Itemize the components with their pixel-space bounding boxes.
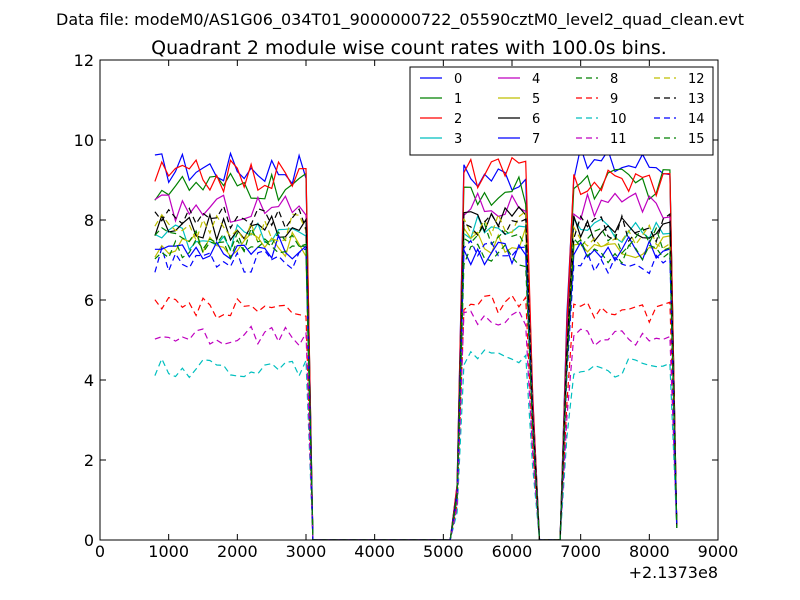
x-tick-label: 9000 xyxy=(698,542,739,561)
x-tick-label: 0 xyxy=(95,542,105,561)
y-tick-label: 2 xyxy=(84,451,94,470)
legend-label: 2 xyxy=(454,112,462,127)
x-offset-label: +2.1373e8 xyxy=(629,563,718,582)
series-line-4 xyxy=(154,191,678,540)
y-tick-label: 10 xyxy=(74,131,94,150)
legend-label: 3 xyxy=(454,132,462,147)
y-tick-label: 12 xyxy=(74,51,94,70)
series-line-5 xyxy=(154,226,678,540)
x-tick-label: 7000 xyxy=(560,542,601,561)
legend-label: 0 xyxy=(454,72,462,87)
y-tick-label: 6 xyxy=(84,291,94,310)
chart-suptitle: Data file: modeM0/AS1G06_034T01_90000007… xyxy=(56,10,744,30)
chart-title: Quadrant 2 module wise count rates with … xyxy=(151,37,667,59)
x-tick-label: 8000 xyxy=(629,542,670,561)
legend-label: 8 xyxy=(610,72,618,87)
legend-label: 9 xyxy=(610,92,618,107)
legend-label: 7 xyxy=(532,132,540,147)
series-line-6 xyxy=(154,205,678,540)
legend-label: 14 xyxy=(688,112,705,127)
series-line-2 xyxy=(154,156,678,540)
series-line-9 xyxy=(154,294,678,540)
x-tick-label: 6000 xyxy=(492,542,533,561)
series-line-12 xyxy=(154,210,678,540)
series-line-11 xyxy=(154,309,678,540)
series-line-10 xyxy=(154,349,678,540)
legend-label: 15 xyxy=(688,132,705,147)
series-layer xyxy=(154,144,678,540)
y-tick-label: 8 xyxy=(84,211,94,230)
series-line-13 xyxy=(154,204,678,540)
x-tick-label: 5000 xyxy=(423,542,464,561)
legend-label: 5 xyxy=(532,92,540,107)
series-line-8 xyxy=(154,222,678,540)
x-tick-label: 1000 xyxy=(148,542,189,561)
legend-label: 13 xyxy=(688,92,705,107)
x-axis: 0 1000 2000 3000 4000 5000 6000 7000 8000 9000 xyxy=(95,60,738,561)
series-line-15 xyxy=(154,238,678,540)
legend-label: 1 xyxy=(454,92,462,107)
y-tick-label: 4 xyxy=(84,371,94,390)
legend-label: 4 xyxy=(532,72,540,87)
x-tick-label: 3000 xyxy=(286,542,327,561)
legend-label: 10 xyxy=(610,112,627,127)
legend-label: 11 xyxy=(610,132,627,147)
x-tick-label: 4000 xyxy=(354,542,395,561)
y-tick-label: 0 xyxy=(84,531,94,550)
x-tick-label: 2000 xyxy=(217,542,258,561)
series-line-14 xyxy=(154,239,678,540)
legend-label: 6 xyxy=(532,112,540,127)
legend-label: 12 xyxy=(688,72,705,87)
series-line-7 xyxy=(154,233,678,540)
legend-box xyxy=(409,66,714,156)
